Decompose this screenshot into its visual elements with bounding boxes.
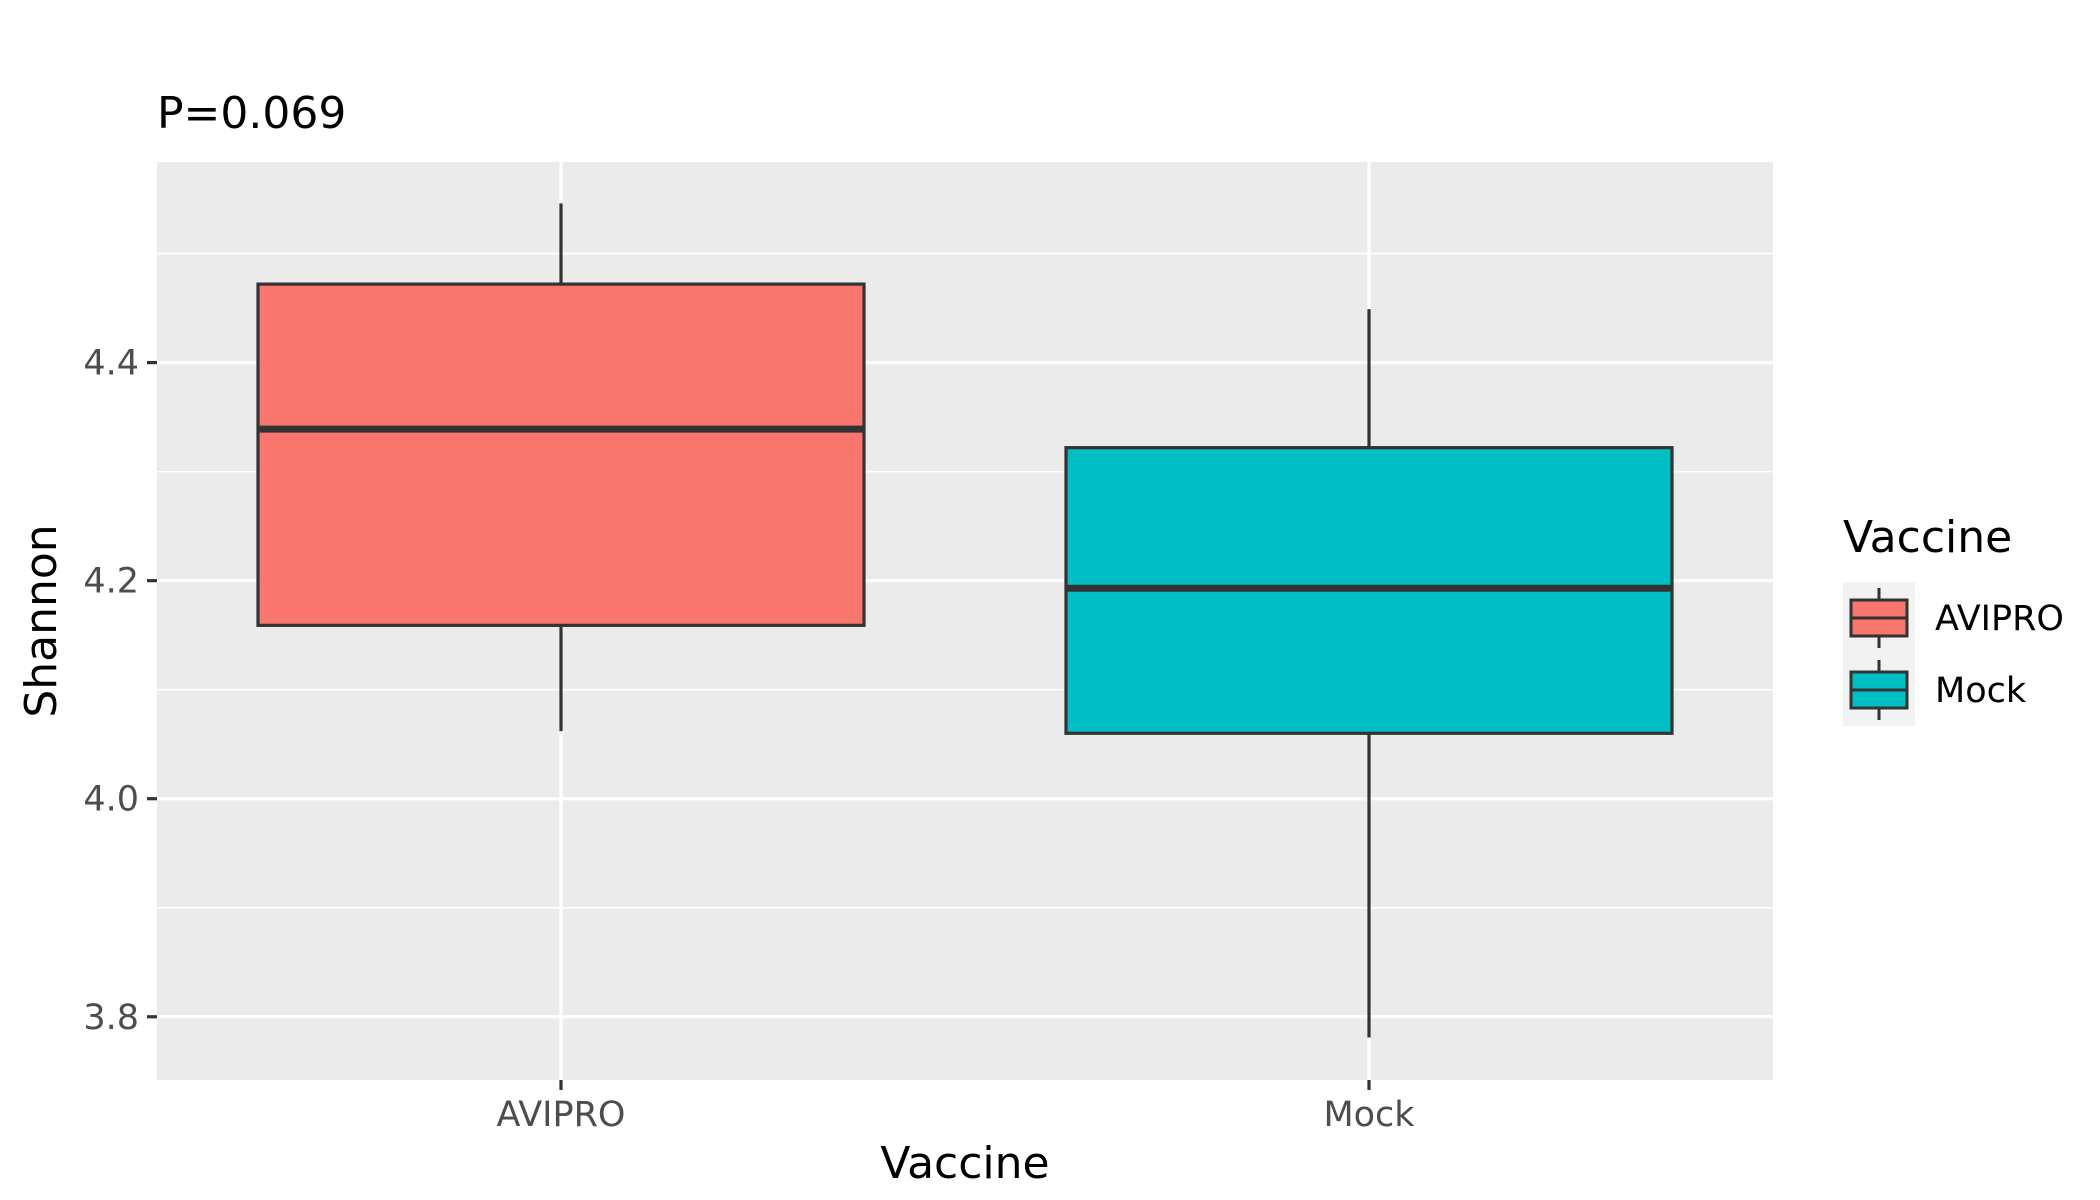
legend-label: AVIPRO	[1935, 599, 2064, 639]
legend-item-avipro: AVIPRO	[1843, 582, 2064, 654]
legend-keys: AVIPRO Mock	[1843, 582, 2064, 726]
box-iqr	[256, 282, 866, 627]
y-axis: 3.8 4.0 4.2 4.4	[83, 344, 157, 1038]
x-axis: AVIPRO Mock	[497, 1080, 1415, 1135]
legend-title: Vaccine	[1843, 512, 2012, 563]
legend-label: Mock	[1935, 671, 2027, 711]
y-tick-label: 4.0	[83, 780, 139, 820]
chart-title: P=0.069	[157, 88, 346, 139]
x-axis-title: Vaccine	[880, 1138, 1049, 1189]
x-tick-label: AVIPRO	[497, 1095, 626, 1135]
legend: Vaccine AVIPRO Mock	[1843, 512, 2064, 726]
y-axis-title: Shannon	[16, 524, 67, 717]
y-tick-label: 4.4	[83, 344, 139, 384]
x-tick-label: Mock	[1323, 1095, 1415, 1135]
box-avipro	[256, 203, 866, 732]
y-tick-label: 3.8	[83, 998, 139, 1038]
y-tick-label: 4.2	[83, 562, 139, 602]
boxes	[256, 203, 1674, 1038]
legend-item-mock: Mock	[1843, 654, 2027, 726]
box-mock	[1064, 309, 1674, 1038]
